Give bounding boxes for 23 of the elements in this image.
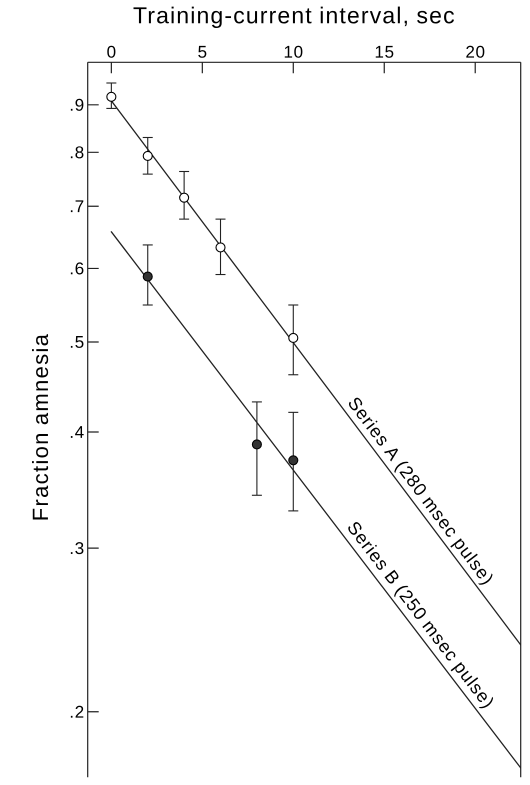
point — [142, 272, 153, 282]
y-tick-label: .4 — [70, 426, 84, 438]
x-tick-label: 5 — [198, 46, 206, 58]
point — [288, 332, 298, 344]
point — [288, 455, 298, 466]
point — [252, 439, 262, 450]
y-tick-label: .9 — [70, 98, 84, 111]
point — [215, 242, 226, 253]
y-tick-label: .6 — [70, 262, 84, 274]
point — [106, 92, 116, 102]
y-tick-label: .3 — [70, 542, 84, 554]
y-tick-label: .7 — [70, 200, 84, 212]
point — [142, 150, 153, 162]
point — [179, 192, 190, 203]
x-tick-label: 20 — [466, 46, 484, 58]
x-tick-label: 0 — [107, 46, 116, 58]
x-axis-title: Training-current interval, sec — [134, 6, 454, 28]
x-tick-label: 10 — [284, 46, 302, 58]
y-axis-title: Fraction amnesia — [32, 334, 48, 520]
y-tick-label: .2 — [70, 706, 84, 718]
y-tick-label: .8 — [70, 146, 84, 158]
x-tick-label: 15 — [376, 46, 394, 58]
y-tick-label: .5 — [70, 336, 84, 348]
